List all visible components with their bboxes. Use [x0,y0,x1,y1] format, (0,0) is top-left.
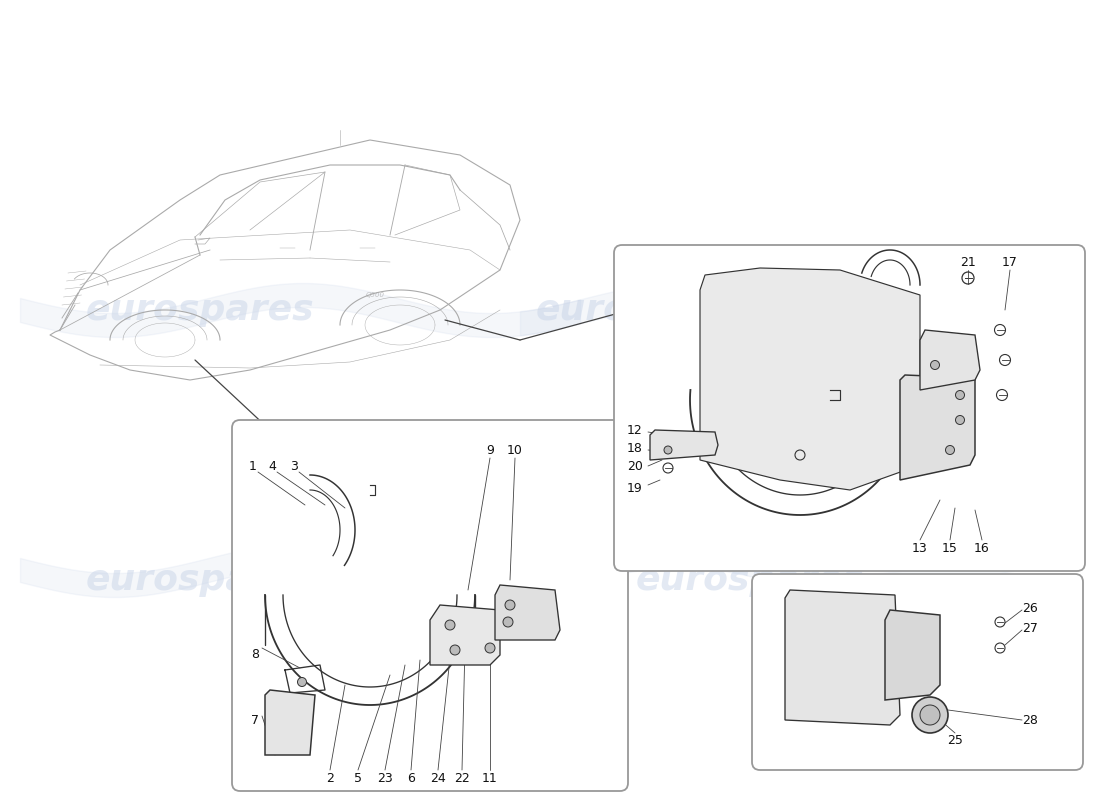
Polygon shape [265,690,315,755]
FancyBboxPatch shape [614,245,1085,571]
Text: 11: 11 [482,771,498,785]
Text: 13: 13 [912,542,928,554]
Circle shape [485,643,495,653]
Text: eurospares: eurospares [536,293,764,327]
Polygon shape [700,268,920,490]
Polygon shape [785,590,900,725]
Text: 21: 21 [960,255,976,269]
Circle shape [931,361,939,370]
Circle shape [946,446,955,454]
Circle shape [664,446,672,454]
Text: 18: 18 [627,442,642,454]
Polygon shape [920,330,980,390]
Text: 15: 15 [942,542,958,554]
Circle shape [450,645,460,655]
Text: 24: 24 [430,771,446,785]
Text: 26: 26 [1022,602,1038,614]
Text: 8: 8 [251,649,258,662]
Text: 10: 10 [507,443,522,457]
Text: 2: 2 [326,771,334,785]
Text: 23: 23 [377,771,393,785]
Text: eurospares: eurospares [86,293,315,327]
Text: 25: 25 [947,734,962,746]
Text: 5: 5 [354,771,362,785]
Text: eurospares: eurospares [86,563,315,597]
Text: 4: 4 [268,461,276,474]
Polygon shape [650,430,718,460]
Text: eurospares: eurospares [636,563,865,597]
Circle shape [503,617,513,627]
Text: 9: 9 [486,443,494,457]
Polygon shape [495,585,560,640]
Text: 1: 1 [249,461,257,474]
Text: 22: 22 [454,771,470,785]
FancyBboxPatch shape [752,574,1084,770]
Text: 7: 7 [251,714,258,726]
Circle shape [505,600,515,610]
Polygon shape [430,605,500,665]
Circle shape [956,415,965,425]
Text: 17: 17 [1002,255,1018,269]
Polygon shape [900,375,975,480]
Circle shape [446,620,455,630]
Circle shape [920,705,940,725]
Polygon shape [886,610,940,700]
Text: 20: 20 [627,459,642,473]
Text: 6: 6 [407,771,415,785]
Circle shape [956,390,965,399]
Text: 27: 27 [1022,622,1038,634]
Circle shape [912,697,948,733]
FancyBboxPatch shape [232,420,628,791]
Text: 19: 19 [627,482,642,494]
Text: 28: 28 [1022,714,1038,726]
Circle shape [297,678,307,686]
Text: 16: 16 [975,542,990,554]
Text: 3: 3 [290,461,298,474]
Text: Q500: Q500 [365,292,385,298]
Text: 12: 12 [627,423,642,437]
